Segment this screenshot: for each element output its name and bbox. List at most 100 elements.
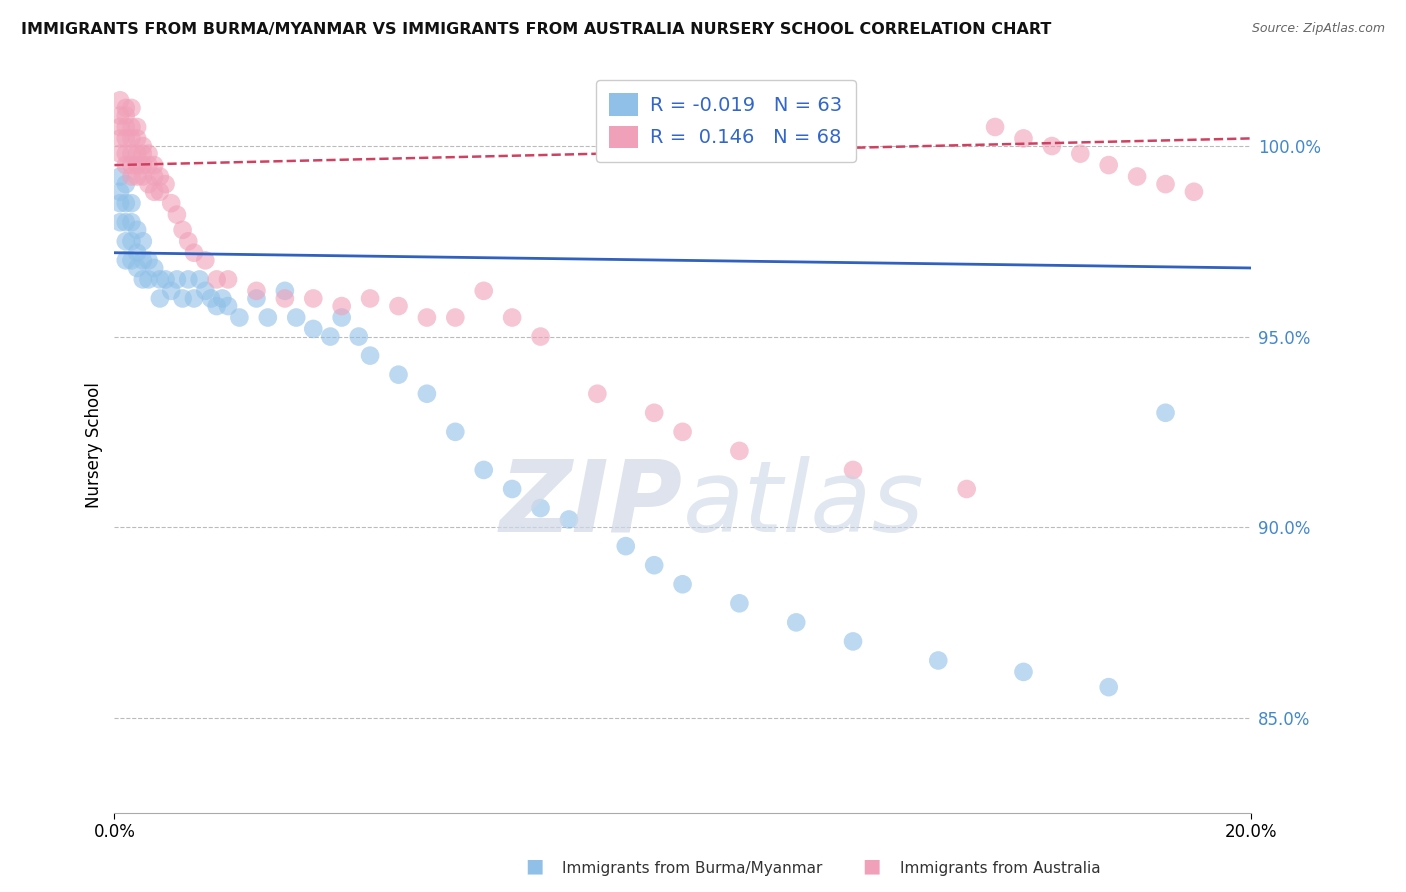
Point [143, 169, 166, 184]
Point [127, 245, 149, 260]
Point [138, 146, 160, 161]
Point [1098, 680, 1121, 694]
Point [127, 146, 149, 161]
Point [1182, 185, 1205, 199]
Point [149, 272, 172, 286]
Point [444, 425, 467, 439]
Point [155, 272, 177, 286]
Point [671, 577, 693, 591]
Point [472, 284, 495, 298]
Point [132, 158, 155, 172]
Point [183, 245, 205, 260]
Point [108, 109, 131, 123]
Point [155, 177, 177, 191]
Point [108, 185, 131, 199]
Point [143, 158, 166, 172]
Point [143, 260, 166, 275]
Point [120, 146, 142, 161]
Y-axis label: Nursery School: Nursery School [86, 383, 103, 508]
Point [108, 146, 131, 161]
Point [166, 272, 188, 286]
Point [842, 463, 865, 477]
Point [956, 482, 979, 496]
Point [785, 615, 807, 630]
Point [108, 120, 131, 134]
Text: IMMIGRANTS FROM BURMA/MYANMAR VS IMMIGRANTS FROM AUSTRALIA NURSERY SCHOOL CORREL: IMMIGRANTS FROM BURMA/MYANMAR VS IMMIGRA… [21, 22, 1052, 37]
Point [160, 284, 183, 298]
Legend: R = -0.019   N = 63, R =  0.146   N = 68: R = -0.019 N = 63, R = 0.146 N = 68 [596, 79, 856, 161]
Point [1012, 665, 1035, 679]
Point [330, 299, 353, 313]
Point [558, 512, 581, 526]
Point [114, 146, 136, 161]
Point [359, 292, 381, 306]
Point [586, 386, 609, 401]
Point [359, 349, 381, 363]
Point [188, 272, 211, 286]
Point [138, 272, 160, 286]
Point [127, 260, 149, 275]
Point [127, 120, 149, 134]
Point [143, 185, 166, 199]
Point [120, 215, 142, 229]
Point [256, 310, 278, 325]
Point [127, 169, 149, 184]
Point [444, 310, 467, 325]
Point [132, 169, 155, 184]
Point [387, 368, 409, 382]
Point [120, 131, 142, 145]
Point [347, 329, 370, 343]
Point [108, 93, 131, 107]
Point [728, 596, 751, 610]
Point [132, 146, 155, 161]
Point [120, 101, 142, 115]
Point [177, 272, 200, 286]
Point [114, 235, 136, 249]
Point [274, 284, 297, 298]
Text: Immigrants from Australia: Immigrants from Australia [900, 861, 1101, 876]
Point [120, 169, 142, 184]
Text: atlas: atlas [682, 456, 924, 552]
Point [245, 292, 267, 306]
Point [211, 292, 233, 306]
Point [108, 169, 131, 184]
Point [274, 292, 297, 306]
Point [127, 223, 149, 237]
Point [1040, 139, 1063, 153]
Point [114, 109, 136, 123]
Point [194, 284, 217, 298]
Point [160, 196, 183, 211]
Point [984, 120, 1007, 134]
Point [127, 158, 149, 172]
Point [205, 272, 228, 286]
Point [108, 215, 131, 229]
Point [114, 253, 136, 268]
Text: ■: ■ [524, 857, 544, 876]
Point [643, 558, 665, 573]
Point [285, 310, 308, 325]
Point [671, 425, 693, 439]
Point [842, 634, 865, 648]
Point [114, 215, 136, 229]
Point [194, 253, 217, 268]
Point [166, 208, 188, 222]
Point [501, 310, 523, 325]
Text: Immigrants from Burma/Myanmar: Immigrants from Burma/Myanmar [562, 861, 823, 876]
Point [1154, 177, 1177, 191]
Point [138, 177, 160, 191]
Point [217, 272, 239, 286]
Point [132, 272, 155, 286]
Point [127, 131, 149, 145]
Point [1098, 158, 1121, 172]
Point [114, 131, 136, 145]
Point [108, 196, 131, 211]
Point [120, 196, 142, 211]
Text: Source: ZipAtlas.com: Source: ZipAtlas.com [1251, 22, 1385, 36]
Point [138, 253, 160, 268]
Point [1069, 146, 1091, 161]
Point [114, 196, 136, 211]
Point [114, 120, 136, 134]
Point [200, 292, 222, 306]
Point [217, 299, 239, 313]
Point [302, 292, 325, 306]
